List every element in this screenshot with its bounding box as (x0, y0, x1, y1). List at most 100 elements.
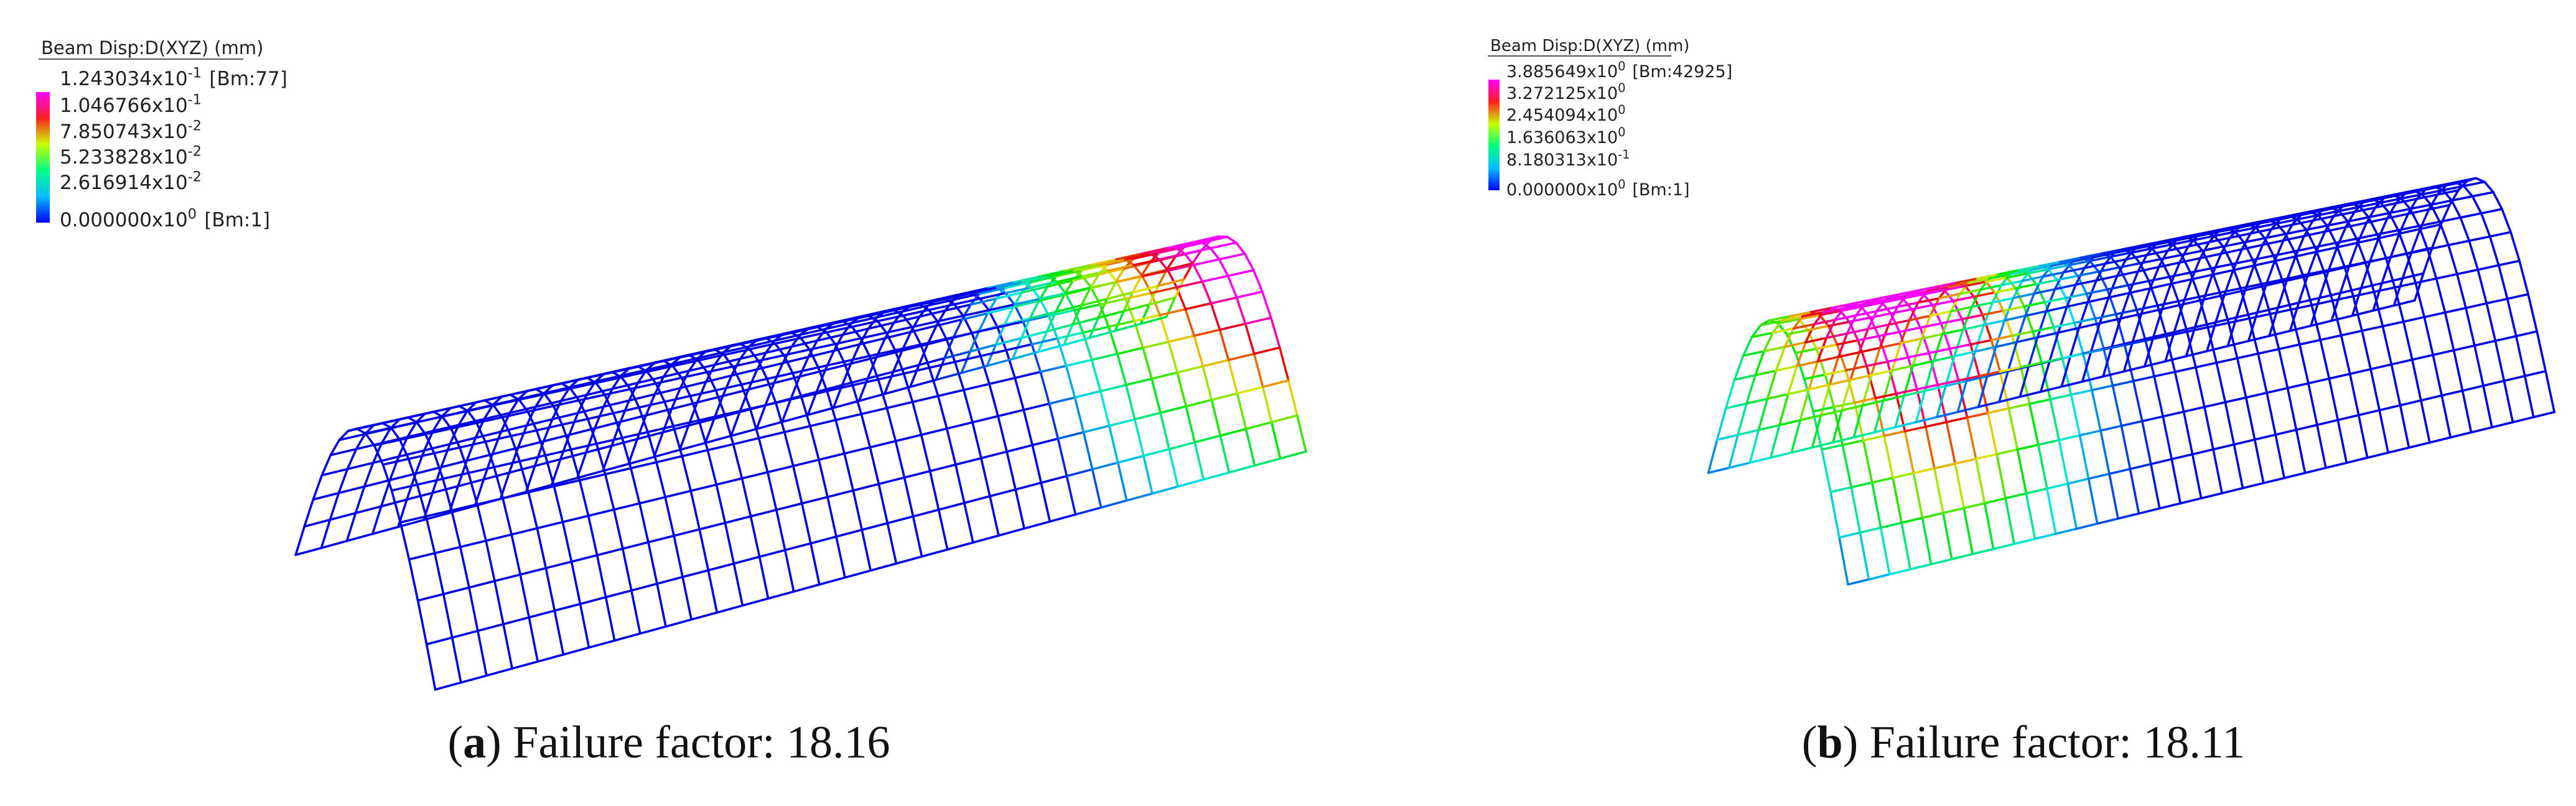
mesh-segment (621, 430, 649, 439)
mesh-segment (2221, 487, 2244, 494)
mesh-segment (1933, 467, 1944, 514)
mesh-segment (2307, 382, 2318, 427)
mesh-segment (2435, 272, 2458, 280)
legend-mantissa: 1.046766x10 (60, 95, 188, 117)
mesh-segment (508, 405, 537, 414)
mesh-segment (681, 455, 692, 493)
mesh-segment (2296, 214, 2320, 221)
mesh-segment (987, 303, 1015, 312)
mesh-layer (294, 177, 2556, 691)
mesh-segment (1081, 269, 1109, 278)
mesh-segment (294, 547, 323, 557)
mesh-segment (2524, 374, 2535, 419)
mesh-segment (2287, 210, 2311, 217)
mesh-segment (911, 401, 923, 437)
mesh-segment (1014, 371, 1042, 379)
mesh-segment (732, 443, 744, 480)
mesh-segment (2212, 443, 2236, 451)
mesh-segment (663, 394, 692, 403)
mesh-segment (1748, 428, 1760, 464)
mesh-segment (2414, 282, 2425, 318)
mesh-segment (1877, 335, 1889, 363)
mesh-segment (928, 463, 957, 473)
mesh-segment (2108, 473, 2119, 520)
mesh-segment (2203, 405, 2214, 451)
mesh-segment (986, 358, 1014, 368)
mesh-segment (2040, 360, 2051, 393)
mesh-segment (1235, 296, 1247, 325)
mesh-segment (569, 387, 581, 402)
mesh-segment (1811, 441, 1834, 449)
mesh-segment (826, 496, 838, 538)
mesh-segment (448, 504, 477, 514)
mesh-segment (994, 323, 1006, 346)
mesh-segment (2065, 292, 2088, 299)
mesh-segment (962, 308, 990, 317)
mesh-segment (765, 339, 776, 354)
legend-note: [Bm:1] (204, 209, 270, 231)
mesh-segment (892, 350, 903, 373)
mesh-segment (664, 489, 692, 499)
mesh-segment (1063, 264, 1092, 272)
mesh-segment (2340, 334, 2351, 376)
mesh-segment (1193, 335, 1205, 368)
mesh-segment (2331, 299, 2343, 337)
mesh-segment (533, 458, 562, 468)
mesh-segment (1799, 388, 1810, 422)
mesh-segment (381, 463, 393, 492)
mesh-segment (2310, 319, 2333, 327)
mesh-segment (1813, 318, 1837, 326)
mesh-segment (1849, 374, 1873, 381)
mesh-segment (2152, 308, 2163, 338)
mesh-segment (1821, 443, 1844, 451)
mesh-segment (689, 483, 718, 493)
mesh-segment (1122, 291, 1134, 313)
mesh-segment (380, 498, 408, 508)
mesh-segment (2014, 283, 2038, 290)
mesh-segment (2394, 282, 2417, 289)
mesh-segment (679, 381, 707, 389)
mesh-segment (312, 474, 324, 501)
mesh-segment (2260, 278, 2284, 285)
mesh-segment (1953, 350, 1977, 358)
mesh-segment (2401, 272, 2425, 280)
mesh-segment (1983, 497, 2007, 505)
legend-mantissa: 0.000000x10 (60, 209, 188, 231)
mesh-segment (354, 505, 383, 514)
mesh-segment (954, 354, 982, 363)
mesh-segment (775, 502, 803, 511)
mesh-segment (826, 489, 854, 498)
mesh-segment (493, 573, 522, 583)
mesh-segment (1200, 236, 1229, 244)
mesh-segment (2078, 429, 2102, 437)
mesh-segment (798, 356, 810, 378)
mesh-segment (988, 376, 1016, 386)
mesh-segment (1047, 308, 1076, 317)
mesh-segment (1037, 293, 1066, 302)
mesh-segment (653, 448, 681, 458)
mesh-segment (1047, 269, 1075, 278)
mesh-segment (2032, 330, 2043, 364)
mesh-segment (1039, 371, 1051, 405)
mesh-segment (1125, 378, 1153, 386)
mesh-segment (790, 339, 818, 348)
mesh-segment (2131, 312, 2143, 343)
mesh-segment (2252, 243, 2264, 267)
mesh-segment (1971, 288, 1982, 308)
mesh-segment (2248, 313, 2272, 320)
mesh-segment (909, 378, 937, 388)
mesh-segment (2036, 310, 2048, 339)
mesh-segment (550, 476, 579, 486)
mesh-segment (2083, 256, 2094, 269)
mesh-segment (1828, 356, 1840, 386)
mesh-segment (2016, 443, 2040, 451)
mesh-segment (303, 518, 332, 528)
mesh-segment (544, 448, 572, 457)
mesh-segment (707, 569, 719, 614)
mesh-segment (1218, 322, 1247, 331)
mesh-segment (2152, 331, 2175, 338)
mesh-segment (1969, 339, 1993, 346)
mesh-segment (2061, 357, 2073, 396)
mesh-segment (1991, 297, 2015, 304)
mesh-segment (1819, 383, 1831, 417)
